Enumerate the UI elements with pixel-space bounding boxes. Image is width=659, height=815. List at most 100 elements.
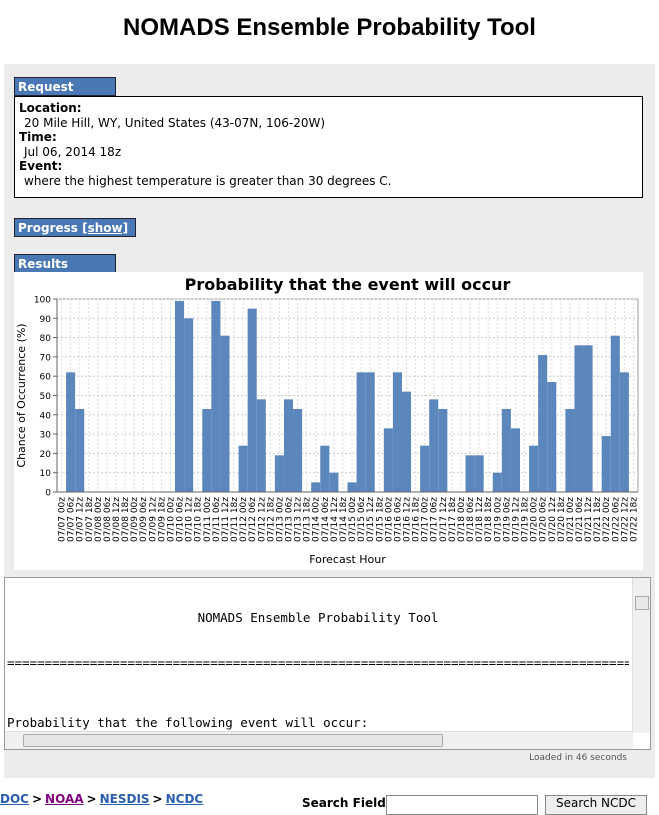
- bar: [175, 300, 185, 492]
- horizontal-scrollbar[interactable]: [5, 731, 633, 749]
- x-tick-label: 07/10 06z: [176, 497, 186, 542]
- x-tick-label: 07/16 00z: [384, 497, 394, 542]
- x-tick-label: 07/13 00z: [275, 497, 285, 542]
- bar: [465, 455, 475, 492]
- time-label: Time:: [19, 130, 57, 144]
- bar: [565, 409, 575, 492]
- y-tick-label: 70: [40, 353, 52, 363]
- event: where the highest temperature is greater…: [24, 173, 392, 188]
- breadcrumb[interactable]: NOAA: [45, 792, 84, 806]
- search-input[interactable]: [386, 795, 538, 815]
- time: Jul 06, 2014 18z: [24, 144, 122, 159]
- bar: [392, 372, 402, 492]
- bar: [538, 354, 548, 492]
- x-tick-label: 07/14 12z: [330, 497, 340, 542]
- bar: [429, 399, 439, 492]
- x-tick-label: 07/18 12z: [475, 497, 485, 542]
- y-tick-label: 40: [40, 411, 52, 421]
- bar: [492, 472, 502, 492]
- location-label: Location:: [19, 101, 82, 115]
- progress-heading: Progress: [18, 221, 78, 235]
- bar: [311, 482, 321, 492]
- results-tab: Results: [14, 254, 116, 273]
- bar: [438, 409, 448, 492]
- x-tick-label: 07/20 06z: [539, 497, 549, 542]
- output-text: NOMADS Ensemble Probability Tool =======…: [7, 580, 629, 749]
- bar: [220, 335, 230, 492]
- x-tick-label: 07/10 12z: [185, 497, 195, 542]
- breadcrumb[interactable]: DOC: [0, 792, 29, 806]
- request-box: Location: 20 Mile Hill, WY, United State…: [14, 96, 643, 198]
- bar: [238, 445, 248, 492]
- show-link[interactable]: [show]: [82, 221, 129, 235]
- y-tick-label: 90: [40, 315, 52, 325]
- bar: [293, 409, 303, 492]
- x-tick-label: 07/12 06z: [248, 497, 258, 542]
- y-tick-label: 60: [40, 373, 52, 383]
- bar: [501, 409, 511, 492]
- x-tick-label: 07/11 00z: [203, 497, 213, 542]
- results-heading: Results: [18, 257, 69, 271]
- bar: [529, 445, 539, 492]
- x-tick-label: 07/08 06z: [103, 497, 113, 542]
- y-tick-label: 50: [40, 392, 52, 402]
- bar: [619, 372, 629, 492]
- x-tick-label: 07/10 18z: [194, 497, 204, 542]
- bar: [574, 345, 584, 492]
- bar: [211, 300, 221, 492]
- y-tick-label: 100: [34, 296, 51, 306]
- x-tick-label: 07/15 06z: [357, 497, 367, 542]
- output-header: NOMADS Ensemble Probability Tool: [197, 610, 439, 625]
- x-tick-label: 07/18 00z: [457, 497, 467, 542]
- y-tick-label: 0: [45, 489, 51, 499]
- x-tick-label: 07/19 00z: [493, 497, 503, 542]
- status: Loaded in 46 seconds: [529, 753, 627, 763]
- x-tick-label: 07/22 12z: [620, 497, 630, 542]
- chart: Probability that the event will occur 0 10…: [15, 275, 639, 566]
- x-tick-label: 07/19 18z: [521, 497, 531, 542]
- separator: >: [31, 792, 43, 806]
- x-tick-label: 07/15 18z: [375, 497, 385, 542]
- bar: [401, 391, 412, 492]
- x-tick-label: 07/08 12z: [112, 497, 122, 542]
- footer: DOC > NOAA > NESDIS > NCDC Search Field: Search …: [0, 792, 647, 815]
- location: 20 Mile Hill, WY, United States (43-07N,…: [24, 115, 326, 130]
- y-tick-label: 30: [40, 431, 52, 441]
- x-tick-label: 07/09 00z: [130, 497, 140, 542]
- breadcrumb[interactable]: NCDC: [165, 792, 204, 806]
- bar: [474, 455, 484, 492]
- bar: [601, 436, 611, 492]
- x-tick-label: 07/17 18z: [448, 497, 458, 542]
- x-tick-label: 07/14 06z: [321, 497, 331, 542]
- bar: [420, 445, 430, 492]
- search-label: Search Field:: [302, 796, 391, 810]
- x-tick-label: 07/07 18z: [85, 497, 95, 542]
- bar: [356, 372, 366, 492]
- y-tick-label: 10: [40, 469, 52, 479]
- search-button[interactable]: Search NCDC: [545, 795, 647, 815]
- bar: [247, 308, 257, 492]
- x-tick-label: 07/08 18z: [121, 497, 131, 542]
- x-tick-label: 07/12 12z: [257, 497, 267, 542]
- x-tick-label: 07/16 12z: [403, 497, 413, 542]
- bar: [202, 409, 212, 492]
- bar: [365, 372, 375, 492]
- scroll-thumb[interactable]: [23, 734, 443, 747]
- bar: [383, 428, 393, 492]
- bar: [583, 345, 593, 492]
- bar: [283, 399, 294, 492]
- x-tick-label: 07/20 18z: [557, 497, 567, 542]
- x-tick-label: 07/13 12z: [294, 497, 304, 542]
- vertical-scrollbar[interactable]: [632, 578, 650, 733]
- breadcrumb[interactable]: NESDIS: [99, 792, 150, 806]
- chart-title: Probability that the event will occur: [185, 275, 511, 294]
- output-rule: ========================================…: [7, 655, 629, 670]
- text-output: NOMADS Ensemble Probability Tool =======…: [4, 577, 651, 750]
- bar: [610, 335, 620, 492]
- x-tick-label: 07/22 18z: [629, 497, 639, 542]
- scroll-thumb[interactable]: [635, 596, 649, 610]
- bar: [274, 455, 284, 492]
- x-tick-label: 07/09 18z: [157, 497, 167, 542]
- y-tick-label: 80: [40, 334, 52, 344]
- x-tick-label: 07/21 12z: [584, 497, 594, 542]
